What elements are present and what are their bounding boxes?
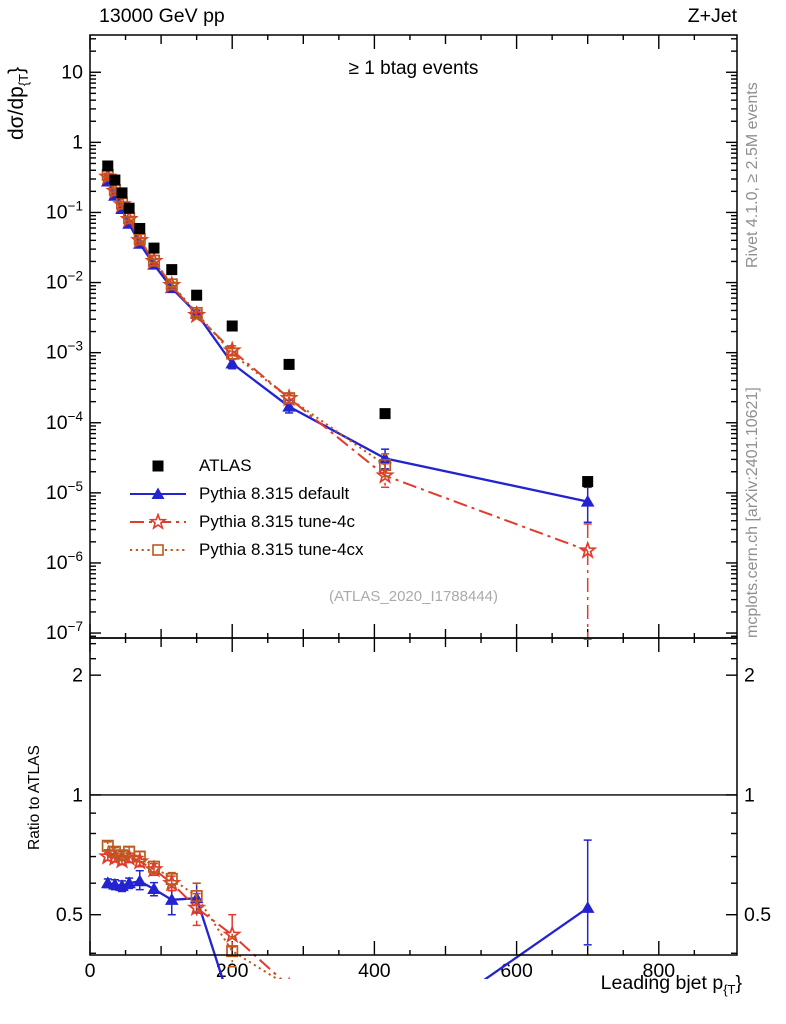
- main-series-tune4c: [98, 166, 598, 640]
- y-axis-title-sub: {T: [16, 73, 31, 87]
- axis-tick-labels: 0 200 400 600 800 10 1 10−1 10−2 10−3 10−4 10−5 10−6…: [46, 61, 771, 982]
- ratio-axis-title: Ratio to ATLAS: [26, 745, 43, 850]
- legend-label: Pythia 8.315 tune-4c: [199, 512, 355, 531]
- analysis-watermark: (ATLAS_2020_I1788444): [328, 588, 498, 605]
- legend-label: Pythia 8.315 tune-4cx: [199, 540, 364, 559]
- y-axis-title-close: }: [5, 66, 28, 74]
- rivet-version-note: Rivet 4.1.0, ≥ 2.5M events: [744, 82, 761, 268]
- svg-text:1: 1: [744, 784, 755, 806]
- ratio-series-tune4c: [98, 846, 291, 979]
- legend-label: ATLAS: [199, 456, 252, 475]
- svg-text:10: 10: [61, 61, 83, 83]
- x-axis-title-main: Leading bjet p: [600, 972, 724, 994]
- svg-text:10−7: 10−7: [46, 619, 83, 644]
- svg-text:10−2: 10−2: [46, 269, 83, 294]
- svg-text:10−4: 10−4: [46, 409, 84, 434]
- process-label: Z+Jet: [687, 5, 737, 27]
- legend-item-atlas: ATLAS: [127, 452, 363, 480]
- svg-text:1: 1: [72, 131, 83, 153]
- x-axis-title-close: }: [735, 972, 742, 994]
- ratio-series-tune4cx: [101, 839, 279, 979]
- svg-text:200: 200: [216, 960, 249, 982]
- legend-label: Pythia 8.315 default: [199, 484, 350, 503]
- ratio-panel-frame: [89, 637, 738, 956]
- y-axis-title: dσ/dp{T}: [5, 67, 31, 140]
- legend-item-tune4cx: Pythia 8.315 tune-4cx: [127, 536, 363, 564]
- atlas-marker-icon: [152, 460, 164, 472]
- legend-item-default: Pythia 8.315 default: [127, 480, 363, 508]
- svg-text:800: 800: [643, 960, 676, 982]
- tune4c-line-icon: [130, 513, 186, 530]
- svg-text:10−1: 10−1: [46, 198, 83, 223]
- panel-title: ≥ 1 btag events: [348, 58, 479, 79]
- svg-text:0: 0: [85, 960, 96, 982]
- svg-text:10−6: 10−6: [46, 549, 83, 574]
- x-axis-title: Leading bjet p{T}: [601, 972, 742, 997]
- x-axis-title-sub: {T: [723, 982, 736, 997]
- mcplots-source-note: mcplots.cern.ch [arXiv:2401.10621]: [744, 387, 761, 638]
- default-line-icon: [130, 487, 186, 499]
- main-series-atlas: [102, 160, 594, 488]
- svg-text:1: 1: [72, 784, 83, 806]
- legend-item-tune4c: Pythia 8.315 tune-4c: [127, 508, 363, 536]
- svg-text:600: 600: [500, 960, 533, 982]
- legend: ATLAS Pythia 8.315 default Pythia 8.315 …: [127, 452, 363, 564]
- svg-text:400: 400: [358, 960, 391, 982]
- main-series-tune4cx: [101, 168, 392, 478]
- ratio-series-default: [100, 839, 595, 979]
- svg-text:10−3: 10−3: [46, 339, 83, 364]
- tune4cx-line-icon: [130, 544, 186, 556]
- beam-energy-label: 13000 GeV pp: [99, 5, 225, 27]
- axis-ticks: [89, 35, 737, 955]
- svg-text:0.5: 0.5: [56, 904, 83, 926]
- svg-text:0.5: 0.5: [744, 904, 771, 926]
- y-axis-title-main: dσ/dp: [5, 86, 28, 140]
- svg-text:2: 2: [744, 665, 755, 687]
- svg-text:2: 2: [72, 665, 83, 687]
- svg-text:10−5: 10−5: [46, 479, 83, 504]
